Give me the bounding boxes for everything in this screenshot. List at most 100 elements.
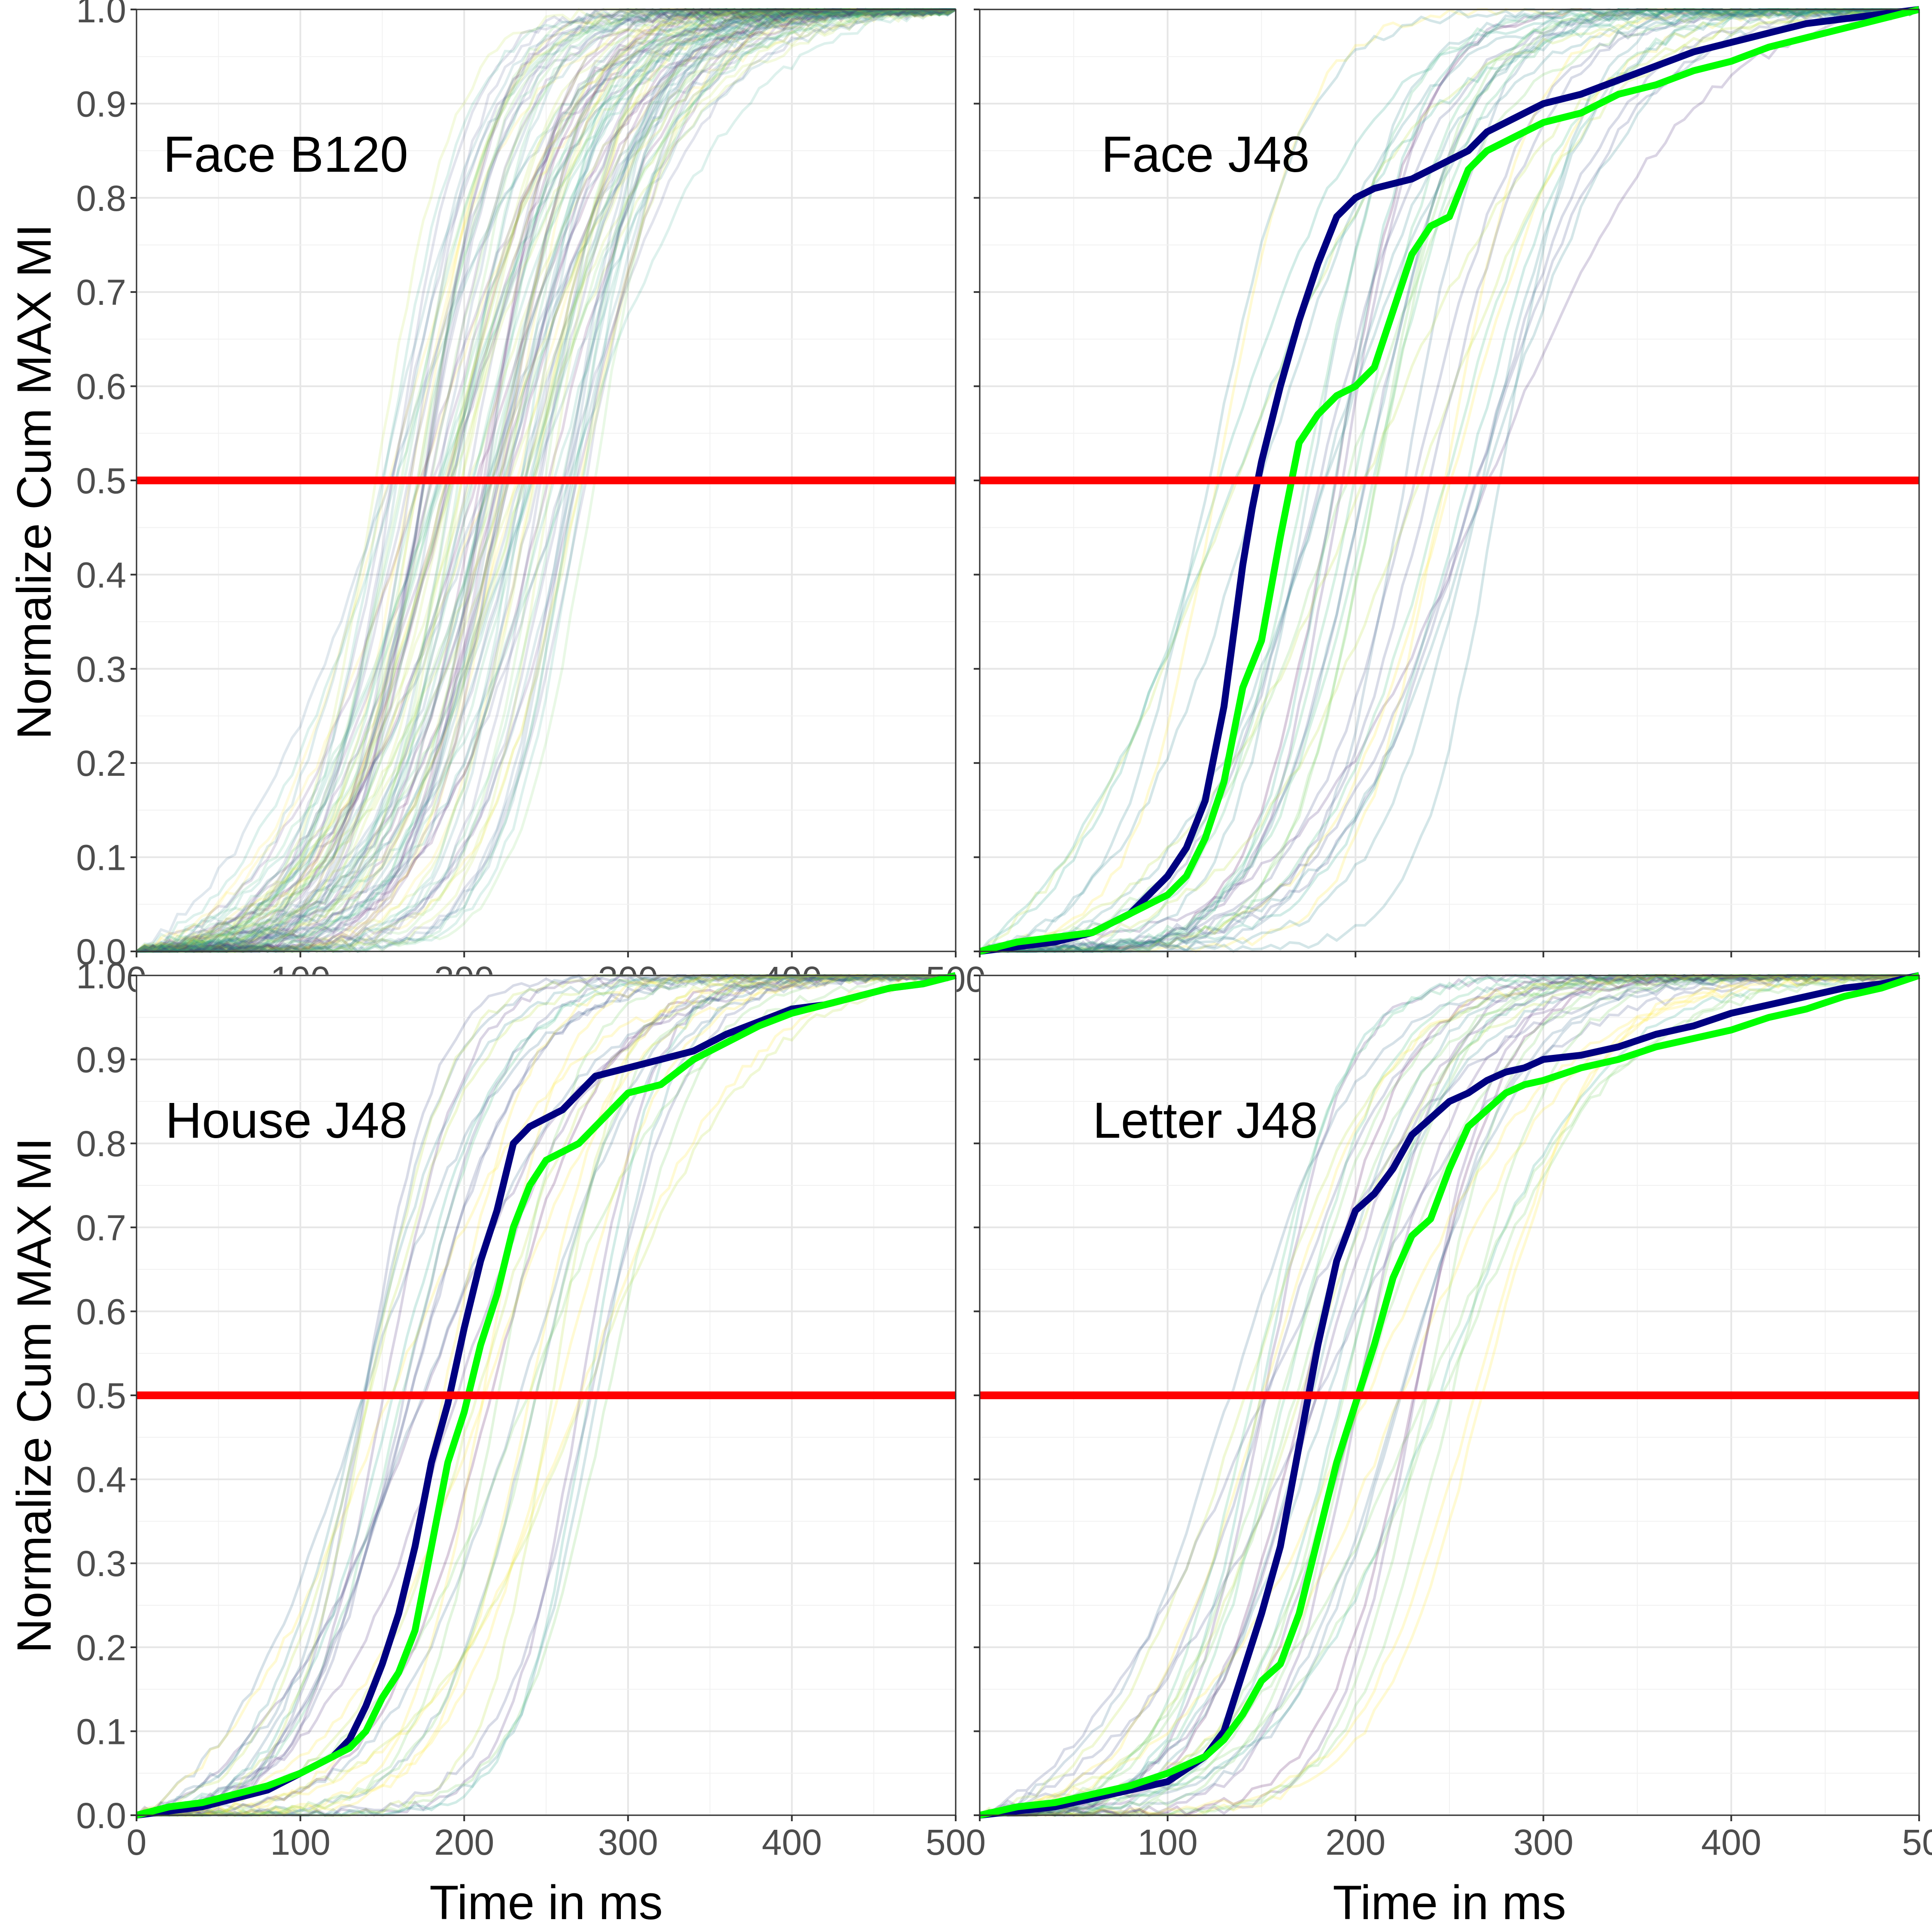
subject-curve [137, 8, 956, 953]
subject-curve [980, 974, 1919, 1817]
x-tick-label: 500 [926, 1822, 986, 1862]
panel-letter-j48: 100 200 300 400 50 Letter J48 Time in ms [974, 972, 1932, 1929]
subject-curve [137, 8, 957, 953]
x-tick-marks: 100 200 300 400 50 [979, 1815, 1932, 1862]
subject-curve [136, 8, 957, 953]
subject-curve [979, 974, 1920, 1817]
series-lines [136, 972, 957, 1819]
y-tick-label: 1.0 [76, 0, 126, 30]
subject-curve [136, 8, 956, 953]
x-tick-label: 0 [127, 1822, 147, 1862]
subject-curve [136, 8, 956, 953]
subject-curve [979, 974, 1919, 1817]
subject-curve [979, 8, 1920, 953]
subject-curve [136, 8, 957, 953]
panel-title: Face J48 [1101, 126, 1309, 183]
subject-curve [136, 8, 956, 953]
subject-curve [136, 8, 957, 953]
subject-curve [137, 8, 957, 953]
subject-curve [980, 974, 1919, 1817]
subject-curve [136, 974, 956, 1817]
x-tick-marks: 0 100 200 300 400 500 [127, 1815, 986, 1862]
subject-curve [137, 7, 956, 953]
subject-curve [979, 974, 1920, 1817]
subject-curve [980, 974, 1920, 1817]
subject-curve [136, 974, 956, 1817]
subject-curve [980, 974, 1920, 1817]
subject-curve [137, 974, 956, 1817]
subject-curve [137, 8, 956, 953]
y-tick-label: 0.3 [76, 649, 126, 690]
subject-curve [137, 8, 956, 953]
subject-curve [136, 7, 956, 953]
subject-curve [136, 974, 956, 1817]
subject-curve [137, 8, 956, 953]
subject-curve [979, 8, 1920, 953]
panel-house-j48: 0 100 200 300 400 500 0.00.10.20.30.40.50.60.… [7, 956, 986, 1929]
subject-curve [137, 8, 956, 953]
y-tick-marks [974, 975, 980, 1816]
subject-curve [980, 974, 1919, 1817]
y-tick-label: 0.7 [76, 272, 126, 313]
y-tick-label: 0.9 [76, 1040, 126, 1080]
y-tick-label: 0.2 [76, 1628, 126, 1668]
x-axis-title: Time in ms [1333, 1876, 1566, 1929]
subject-curve [137, 8, 956, 953]
subject-curve [136, 8, 956, 953]
subject-curve [979, 974, 1920, 1817]
y-axis-title: Normalize Cum MAX MI [7, 224, 61, 739]
subject-curve [980, 974, 1919, 1817]
x-tick-label: 50 [1902, 1822, 1932, 1862]
subject-curve [137, 8, 956, 953]
x-tick-label: 300 [1513, 1822, 1574, 1862]
subject-curve [136, 8, 956, 953]
subject-curve [980, 974, 1920, 1817]
x-tick-label: 300 [598, 1822, 658, 1862]
subject-curve [137, 8, 956, 953]
subject-curve [137, 974, 957, 1817]
subject-curve [137, 974, 957, 1817]
y-tick-label: 0.0 [76, 932, 126, 972]
x-tick-label: 400 [1701, 1822, 1761, 1862]
subject-curve [136, 8, 956, 953]
y-tick-label: 0.3 [76, 1543, 126, 1584]
subject-curve [137, 8, 957, 953]
mean-curve-navy [979, 6, 1920, 955]
subject-curve [979, 974, 1920, 1817]
y-tick-label: 0.6 [76, 1291, 126, 1332]
subject-curve [979, 8, 1920, 953]
subject-curve [136, 8, 957, 953]
panel-title: Letter J48 [1093, 1092, 1318, 1149]
subject-curve [980, 974, 1920, 1817]
subject-curve [137, 8, 956, 953]
subject-curve [137, 8, 956, 953]
subject-curve [979, 974, 1920, 1817]
background-curves [978, 7, 1920, 953]
subject-curve [979, 8, 1919, 953]
y-axis-title: Normalize Cum MAX MI [7, 1137, 61, 1653]
subject-curve [136, 8, 956, 953]
x-axis-title: Time in ms [429, 1876, 662, 1929]
subject-curve [136, 8, 956, 953]
subject-curve [136, 8, 956, 953]
subject-curve [980, 974, 1919, 1817]
subject-curve [137, 8, 956, 953]
subject-curve [137, 974, 956, 1817]
subject-curve [136, 8, 957, 953]
subject-curve [137, 8, 957, 953]
subject-curve [136, 974, 956, 1817]
subject-curve [137, 974, 956, 1817]
subject-curve [980, 974, 1920, 1817]
x-tick-marks [979, 951, 1920, 957]
subject-curve [136, 974, 956, 1817]
subject-curve [979, 8, 1919, 953]
y-tick-label: 0.6 [76, 367, 126, 407]
subject-curve [137, 974, 956, 1817]
y-tick-label: 0.9 [76, 84, 126, 124]
subject-curve [980, 974, 1920, 1817]
series-lines [979, 972, 1920, 1819]
subject-curve [137, 8, 956, 953]
subject-curve [137, 8, 956, 953]
subject-curve [979, 974, 1920, 1817]
background-curves [135, 7, 957, 954]
